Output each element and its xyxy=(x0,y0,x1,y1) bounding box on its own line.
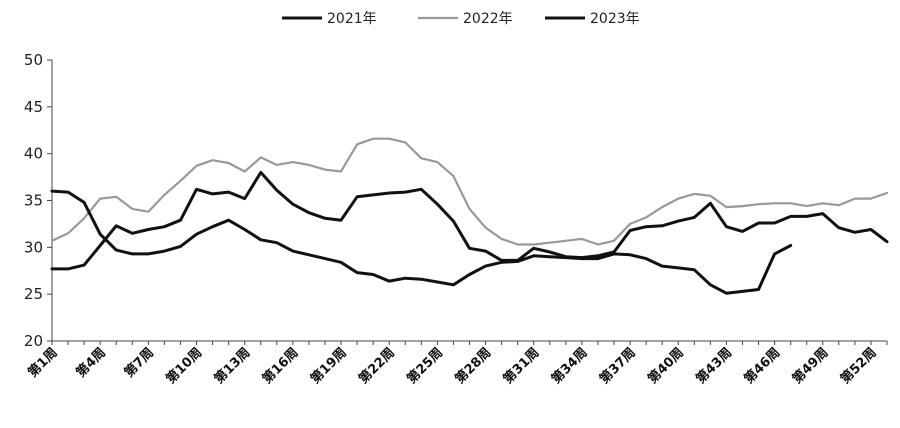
x-tick-label: 第28周 xyxy=(452,345,494,387)
series-line-1 xyxy=(50,170,889,271)
x-tick-label: 第40周 xyxy=(645,345,687,387)
x-tick-label: 第13周 xyxy=(211,345,253,387)
x-tick-label: 第10周 xyxy=(163,345,205,387)
x-tick-label: 第34周 xyxy=(548,345,590,387)
x-tick-label: 第31周 xyxy=(500,345,542,387)
x-tick-label: 第19周 xyxy=(307,345,349,387)
series-line-3 xyxy=(50,189,793,295)
y-tick-label: 45 xyxy=(24,98,43,116)
y-tick-label: 35 xyxy=(24,192,43,210)
series-line-2 xyxy=(50,137,889,246)
y-tick-label: 30 xyxy=(24,238,43,256)
y-tick-label: 25 xyxy=(24,285,43,303)
x-tick-label: 第43周 xyxy=(693,345,735,387)
x-tick-label: 第46周 xyxy=(741,345,783,387)
x-axis: 第1周 第4周 第7周 第10周 第13周 第16周 第19周 第22周 第25周 第28周 第31… xyxy=(25,340,888,387)
y-tick-label: 50 xyxy=(24,51,43,69)
y-tick-label: 20 xyxy=(24,332,43,350)
x-tick-label: 第16周 xyxy=(259,345,301,387)
y-tick-label: 40 xyxy=(24,145,43,163)
legend-label-3: 2023年 xyxy=(590,11,640,27)
x-tick-label: 第4周 xyxy=(73,345,109,381)
x-tick-label: 第52周 xyxy=(837,345,879,387)
x-tick-label: 第49周 xyxy=(789,345,831,387)
x-tick-label: 第25周 xyxy=(404,345,446,387)
y-axis: 20 25 30 35 40 45 50 xyxy=(24,51,53,350)
x-tick-label: 第22周 xyxy=(356,345,398,387)
legend-label-1: 2021年 xyxy=(327,11,377,27)
legend: 2021年 2022年 2023年 xyxy=(282,11,640,27)
x-tick-label: 第37周 xyxy=(596,345,638,387)
legend-label-2: 2022年 xyxy=(463,11,513,27)
x-tick-label: 第7周 xyxy=(121,345,157,381)
series-layer xyxy=(50,137,889,295)
